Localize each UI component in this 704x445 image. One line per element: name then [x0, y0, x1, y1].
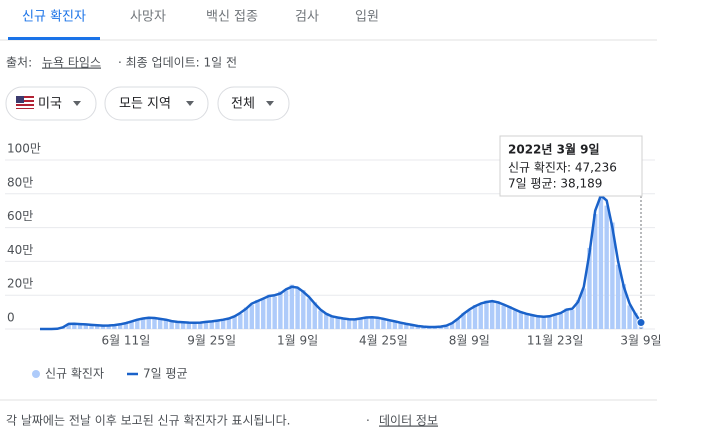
tooltip-title: 2022년 3월 9일 — [508, 142, 600, 157]
source-prefix: 출처: — [6, 56, 32, 70]
bar — [307, 298, 311, 329]
tooltip-line: 신규 확진자: 47,236 — [508, 161, 617, 175]
bar — [599, 187, 603, 329]
bar — [387, 321, 391, 329]
bar — [341, 319, 345, 329]
tab-indicator — [8, 37, 100, 40]
tab[interactable]: 입원 — [355, 10, 379, 25]
bar — [501, 306, 505, 329]
filter-label[interactable]: 모든 지역 — [119, 97, 171, 112]
bar — [582, 288, 586, 329]
bar — [467, 310, 471, 329]
x-tick-label: 4월 25일 — [359, 334, 408, 348]
bar — [559, 314, 563, 329]
bar — [272, 297, 276, 329]
bar — [627, 305, 631, 329]
bar — [570, 310, 574, 329]
bar — [284, 290, 288, 329]
bar — [147, 318, 151, 329]
y-tick-label: 40만 — [7, 243, 33, 257]
bar — [479, 305, 483, 329]
tab[interactable]: 신규 확진자 — [22, 10, 86, 25]
bar — [238, 314, 242, 329]
bar — [616, 265, 620, 329]
bar — [330, 317, 334, 329]
source-link[interactable]: 뉴욕 타임스 — [42, 56, 101, 70]
filter-region[interactable]: 모든 지역 — [105, 87, 208, 120]
bar — [536, 317, 540, 329]
bar — [204, 322, 208, 329]
bar — [473, 305, 477, 329]
bar — [507, 306, 511, 329]
hover-dot — [637, 319, 645, 327]
x-tick-label: 3월 9일 — [620, 334, 661, 348]
flag-canton — [16, 96, 24, 103]
bar — [192, 323, 196, 329]
bar — [301, 290, 305, 329]
bar — [513, 310, 517, 329]
bar — [353, 320, 357, 329]
bar — [364, 318, 368, 329]
bar — [376, 318, 380, 329]
bar — [255, 300, 259, 329]
bar — [135, 320, 139, 329]
bar — [267, 295, 271, 329]
legend-label: 신규 확진자 — [45, 367, 104, 381]
footer-sep: · — [366, 414, 370, 428]
bar — [519, 311, 523, 329]
x-tick-label: 8월 9일 — [449, 334, 490, 348]
footer-link[interactable]: 데이터 정보 — [379, 414, 438, 428]
bar — [604, 206, 608, 329]
bar — [250, 305, 254, 329]
bar — [484, 301, 488, 329]
filter-label[interactable]: 전체 — [231, 97, 255, 112]
x-tick-label: 11월 23일 — [527, 334, 583, 348]
tooltip-line: 7일 평균: 38,189 — [508, 177, 602, 191]
bar — [295, 289, 299, 329]
tab[interactable]: 백신 접종 — [206, 10, 258, 25]
legend-swatch — [32, 370, 40, 378]
filter-range[interactable]: 전체 — [218, 87, 289, 120]
bar — [261, 299, 265, 329]
bar — [169, 322, 173, 329]
bar — [158, 319, 162, 329]
footer-note: 각 날짜에는 전날 이후 보고된 신규 확진자가 표시됩니다. — [6, 414, 290, 428]
tab[interactable]: 검사 — [295, 10, 319, 25]
bar — [278, 291, 282, 329]
x-tick-label: 1월 9일 — [277, 334, 318, 348]
filter-label[interactable]: 미국 — [38, 97, 62, 112]
bar — [215, 321, 219, 329]
bar — [541, 316, 545, 329]
average-line — [40, 196, 641, 330]
legend-label: 7일 평균 — [143, 367, 188, 381]
y-tick-label: 100만 — [7, 142, 41, 156]
y-tick-label: 0 — [7, 311, 15, 325]
tab[interactable]: 사망자 — [130, 10, 166, 25]
y-tick-label: 80만 — [7, 175, 33, 189]
x-tick-label: 9월 25일 — [187, 334, 236, 348]
y-tick-label: 20만 — [7, 277, 33, 291]
bar — [290, 285, 294, 329]
source-suffix: · 최종 업데이트: 1일 전 — [118, 56, 237, 70]
bar — [490, 302, 494, 329]
y-tick-label: 60만 — [7, 209, 33, 223]
filter-country[interactable]: 미국 — [6, 87, 96, 120]
x-tick-label: 6월 11일 — [101, 334, 150, 348]
bar — [318, 311, 322, 329]
bar — [524, 314, 528, 329]
bar — [227, 319, 231, 329]
bar — [181, 323, 185, 329]
flag-stripe — [16, 106, 34, 108]
bar — [547, 317, 551, 329]
bar — [496, 301, 500, 329]
